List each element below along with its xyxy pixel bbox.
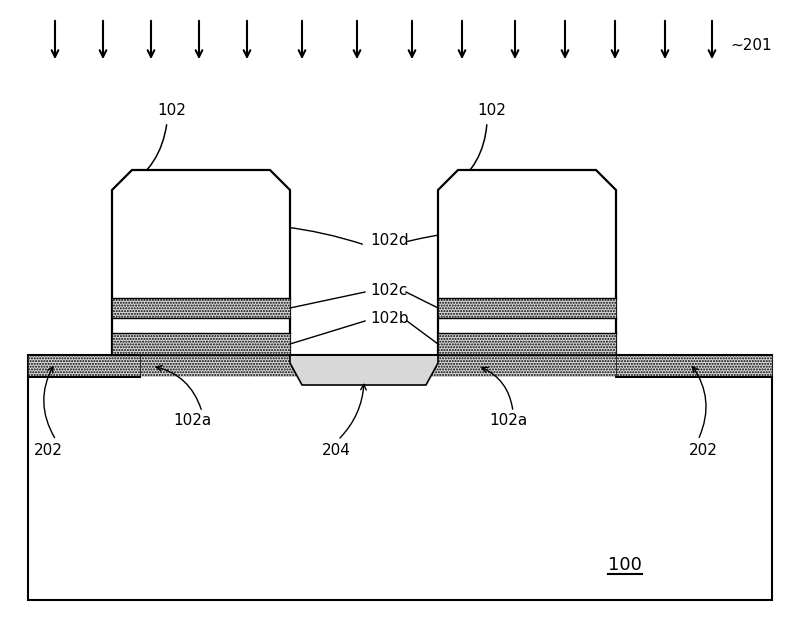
Bar <box>438 333 616 355</box>
Text: 204: 204 <box>322 442 350 458</box>
Polygon shape <box>438 170 616 355</box>
Text: 102d: 102d <box>370 232 409 248</box>
Text: 202: 202 <box>34 442 62 458</box>
Text: 202: 202 <box>689 442 718 458</box>
Text: 102a: 102a <box>173 413 211 428</box>
Polygon shape <box>290 355 438 385</box>
Bar <box>112 333 290 355</box>
Text: ~201: ~201 <box>730 38 772 52</box>
Text: 102b: 102b <box>370 310 409 326</box>
Text: 102: 102 <box>478 102 506 118</box>
Polygon shape <box>112 170 290 355</box>
Bar <box>438 298 616 318</box>
Bar <box>28 355 140 377</box>
Bar <box>616 355 772 377</box>
Text: 102c: 102c <box>370 282 407 298</box>
Text: 102a: 102a <box>489 413 527 428</box>
Text: 100: 100 <box>608 556 642 574</box>
Bar <box>28 355 772 377</box>
Bar <box>112 298 290 318</box>
Text: 102: 102 <box>158 102 186 118</box>
Bar <box>28 355 772 600</box>
